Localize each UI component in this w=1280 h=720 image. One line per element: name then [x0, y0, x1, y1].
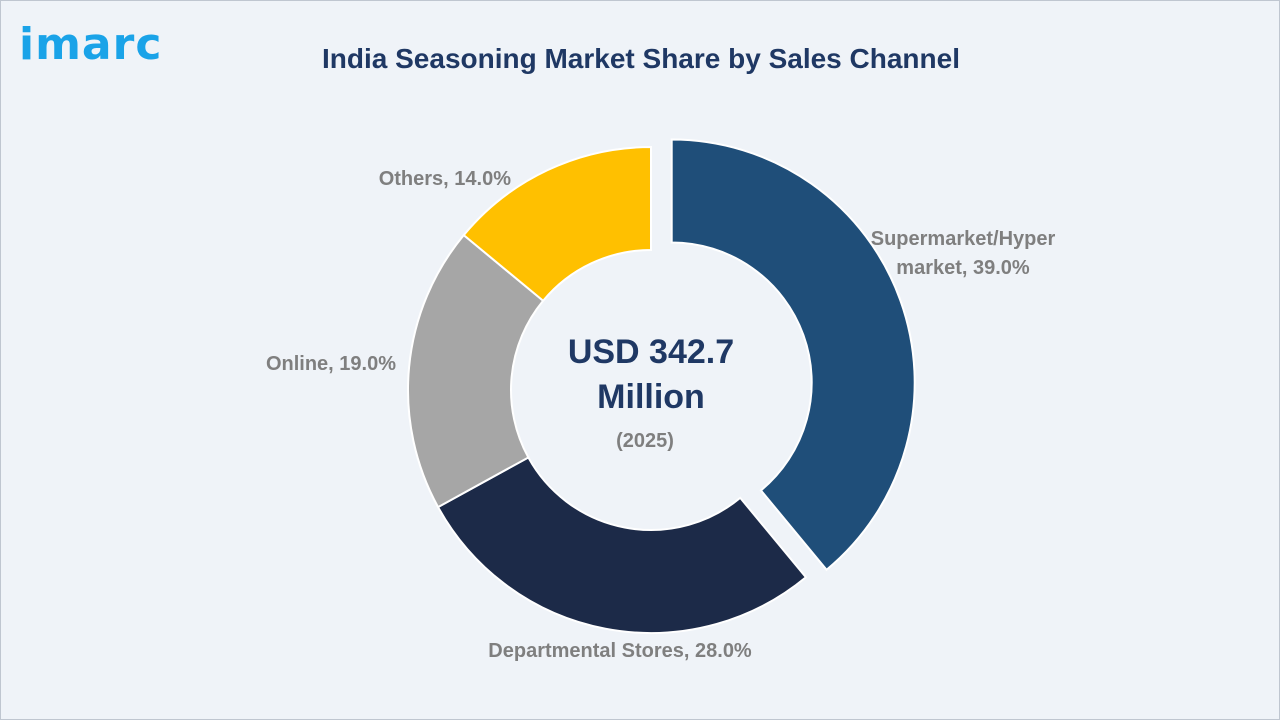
slice-label: Online, 19.0%: [266, 353, 396, 375]
donut-slice: [407, 233, 545, 509]
chart-title: India Seasoning Market Share by Sales Ch…: [322, 43, 960, 74]
center-year: (2025): [616, 430, 674, 452]
donut-slice: [462, 145, 652, 303]
donut-slice: [436, 456, 808, 634]
slice-label: Others, 14.0%: [379, 168, 512, 190]
slice-label: Supermarket/Hyper market, 39.0%: [871, 228, 1056, 279]
center-total-value: USD 342.7 Million: [568, 333, 734, 416]
slice-label: Departmental Stores, 28.0%: [488, 640, 752, 662]
imarc-logo: imarc: [19, 19, 163, 70]
donut-slice: [670, 138, 916, 572]
